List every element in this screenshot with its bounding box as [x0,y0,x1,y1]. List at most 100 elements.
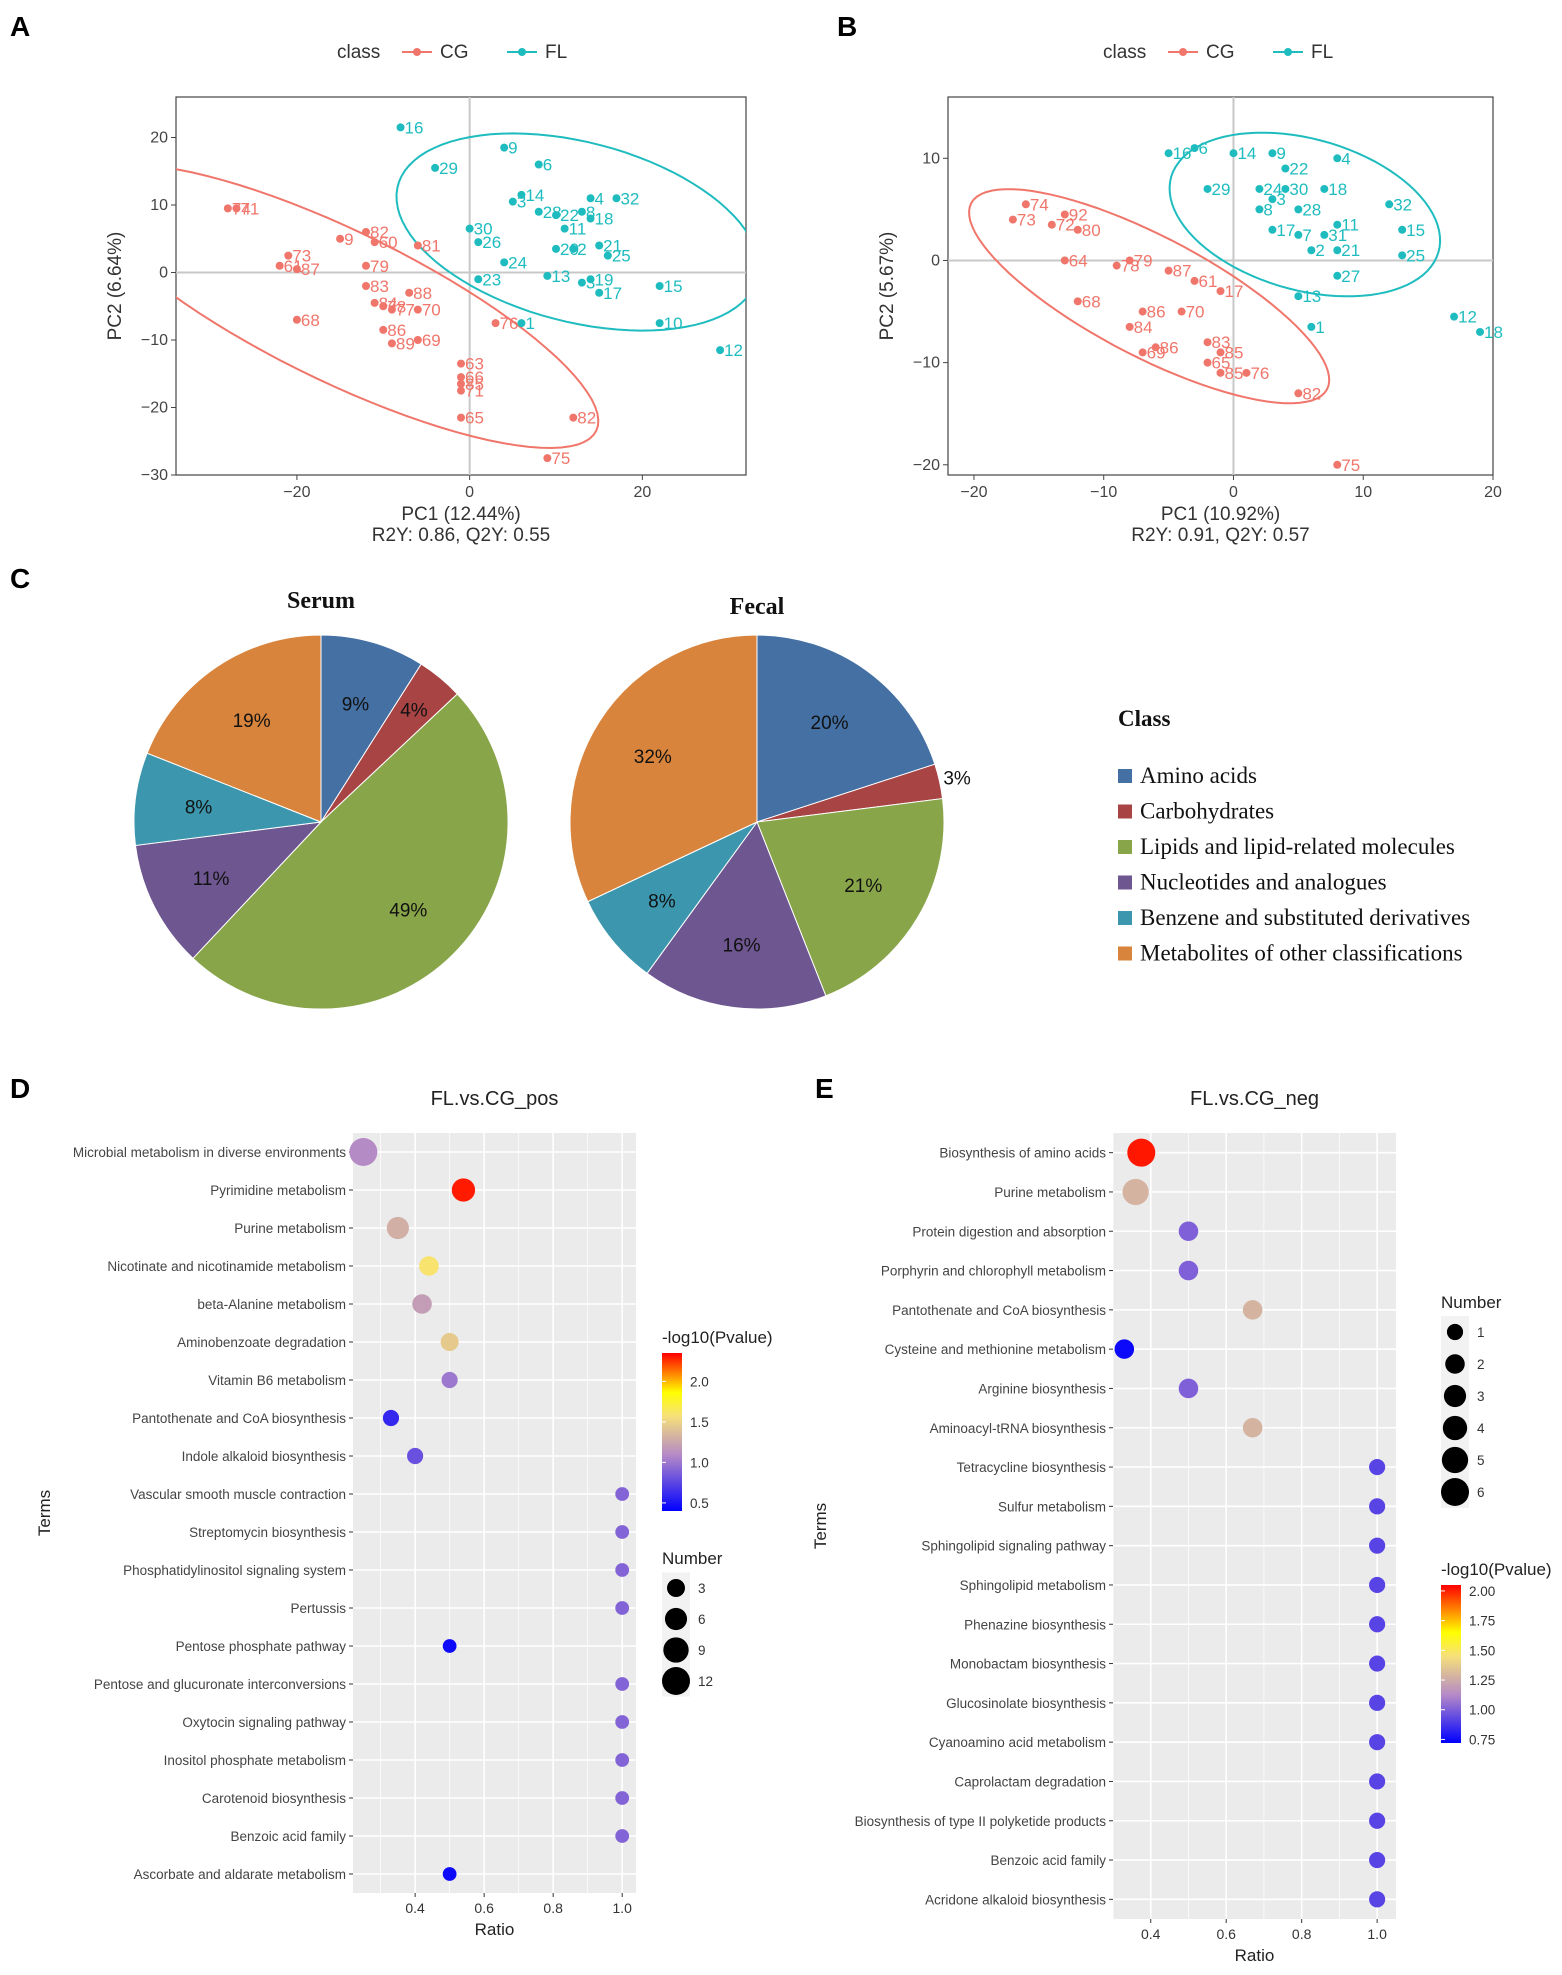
sample-label: 85 [1225,343,1244,362]
sample-label: 30 [474,220,493,239]
confidence-ellipse-cg [968,188,1331,405]
sample-label: 23 [482,270,501,289]
term-label: Microbial metabolism in diverse environm… [73,1145,346,1160]
size-legend-marker [1442,1415,1468,1441]
sample-point [1333,154,1342,163]
pie-legend-swatch [1118,840,1132,854]
sample-label: 70 [422,301,441,320]
sample-point [716,346,725,355]
legend-marker [413,48,421,56]
pie-legend-swatch [1118,769,1132,783]
term-label: Sphingolipid signaling pathway [921,1539,1106,1554]
term-label: Nicotinate and nicotinamide metabolism [107,1259,346,1274]
sample-point [534,207,543,216]
sample-label: 4 [595,189,604,208]
legend-marker [1179,48,1187,56]
panel-label-e: E [815,1073,834,1104]
pie-slice-label: 9% [342,694,370,715]
size-legend-marker [1445,1354,1465,1374]
pathway-bubble [349,1138,378,1166]
sample-label: 63 [465,355,484,374]
size-legend-label: 1 [1477,1325,1485,1340]
sample-label: 15 [1406,221,1425,240]
pie-slice [320,634,422,824]
pathway-bubble [441,1371,458,1389]
x-tick-label: 0.6 [474,1900,494,1916]
pathway-bubble [615,1791,630,1805]
y-axis-title: PC2 (6.64%) [105,232,126,341]
legend-label: CG [1206,42,1235,63]
pathway-bubble [615,1563,630,1577]
term-label: Pantothenate and CoA biosynthesis [892,1303,1106,1318]
sample-point [1177,307,1186,316]
sample-label: 6 [543,156,552,175]
sample-label: 24 [1263,180,1282,199]
sample-label: 18 [595,210,614,229]
term-label: Carotenoid biosynthesis [202,1791,346,1806]
sample-point [1138,307,1147,316]
sample-point [1255,184,1264,193]
plot-area [968,131,1442,405]
legend-title: class [337,42,380,63]
sample-label: 65 [1212,354,1231,373]
x-tick-label: 0 [465,484,474,501]
sample-label: 83 [370,277,389,296]
sample-label: 14 [525,186,544,205]
sample-point [1294,230,1303,239]
sample-point [655,319,664,328]
sample-point [1320,184,1329,193]
legend-label: CG [440,42,469,63]
color-legend-label: 1.00 [1469,1703,1495,1718]
sample-point [1216,368,1225,377]
confidence-ellipse-cg [176,168,600,450]
sample-point [379,302,388,311]
pie-legend-label: Carbohydrates [1140,799,1274,824]
sample-label: 75 [551,449,570,468]
color-legend-label: 0.75 [1469,1732,1495,1747]
size-legend-label: 3 [1477,1389,1485,1404]
sample-point [1190,144,1199,153]
sample-point [1281,164,1290,173]
sample-label: 26 [482,233,501,252]
sample-label: 12 [724,341,743,360]
sample-label: 11 [569,220,587,239]
pie-legend-swatch [1118,875,1132,890]
sample-label: 82 [1302,384,1321,403]
pathway-bubble [1122,1178,1149,1206]
pathway-bubble [615,1677,630,1691]
sample-point [1216,348,1225,357]
pie-legend-swatch [1118,911,1132,925]
sample-point [379,325,388,334]
sample-label: 61 [1199,272,1218,291]
pie-slice [146,634,322,823]
size-legend-label: 2 [1477,1357,1485,1372]
x-axis-subtitle: R2Y: 0.86, Q2Y: 0.55 [372,525,551,546]
x-tick-label: −10 [1090,484,1117,501]
y-tick-label: −10 [141,332,168,349]
size-legend-label: 9 [698,1643,706,1658]
pie-slice [646,820,827,1010]
size-legend-label: 6 [698,1612,706,1627]
pathway-bubble [1178,1260,1199,1281]
term-label: Purine metabolism [994,1185,1106,1200]
sample-label: 31 [1328,226,1347,245]
pie-legend-label: Lipids and lipid-related molecules [1140,834,1455,859]
chart-title: FL.vs.CG_pos [431,1088,559,1110]
sample-label: 20 [560,240,579,259]
sample-label: 3 [1276,190,1285,209]
sample-point [552,244,560,253]
plot-frame [947,96,1494,476]
sample-point [1060,210,1069,219]
sample-point [603,251,612,260]
term-label: Pentose phosphate pathway [176,1639,347,1654]
pie-slice-label: 11% [193,869,230,890]
sample-label: 3 [517,193,526,212]
size-legend-marker [1441,1478,1469,1506]
pathway-bubble [412,1294,432,1314]
sample-label: 18 [1328,180,1347,199]
sample-label: 17 [603,284,622,303]
pathway-bubble [615,1715,630,1729]
pie-legend-label: Metabolites of other classifications [1140,941,1463,966]
sample-label: 79 [370,257,389,276]
sample-point [577,278,586,287]
